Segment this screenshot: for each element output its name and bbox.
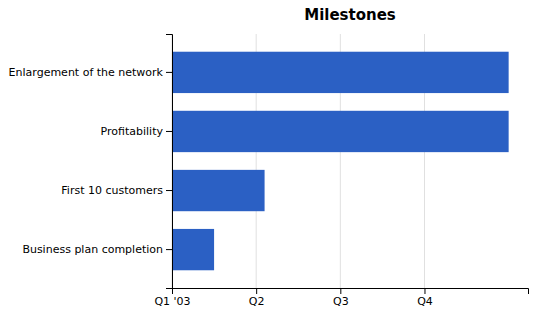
axis-line bbox=[166, 35, 173, 289]
x-axis: Q1 '03 Q2 Q3 Q4 bbox=[154, 288, 528, 308]
title: Milestones bbox=[304, 6, 396, 24]
tick-label: Profitability bbox=[101, 125, 164, 138]
y-tick: Business plan completion bbox=[22, 243, 172, 256]
y-tick: First 10 customers bbox=[61, 184, 172, 197]
x-tick: Q4 bbox=[417, 288, 433, 308]
x-tick: Q2 bbox=[249, 288, 265, 308]
tick-label: Q1 '03 bbox=[154, 295, 190, 308]
bars bbox=[172, 52, 509, 271]
tick-label: Q4 bbox=[417, 295, 433, 308]
y-tick: Profitability bbox=[101, 125, 172, 138]
tick-mark bbox=[166, 249, 172, 250]
tick-label: Q2 bbox=[249, 295, 265, 308]
tick-mark bbox=[166, 72, 172, 73]
bar bbox=[172, 170, 265, 211]
tick-mark bbox=[424, 288, 425, 294]
bar bbox=[172, 229, 214, 270]
y-axis: Business plan completion First 10 custome… bbox=[9, 35, 173, 289]
tick-label: Business plan completion bbox=[22, 243, 163, 256]
tick-mark bbox=[256, 288, 257, 294]
tick-mark bbox=[166, 131, 172, 132]
axis-line bbox=[173, 289, 529, 295]
y-tick: Enlargement of the network bbox=[9, 66, 172, 79]
chart: Milestones Q1 '03 Q2 Q3 Q4 Business plan comp… bbox=[0, 0, 550, 318]
tick-mark bbox=[340, 288, 341, 294]
tick-label: Enlargement of the network bbox=[9, 66, 164, 79]
bar bbox=[172, 52, 509, 93]
tick-label: First 10 customers bbox=[61, 184, 163, 197]
x-tick: Q1 '03 bbox=[154, 288, 190, 308]
plot: Q1 '03 Q2 Q3 Q4 Business plan completion Firs… bbox=[9, 34, 529, 308]
tick-label: Q3 bbox=[333, 295, 349, 308]
x-tick: Q3 bbox=[333, 288, 349, 308]
tick-mark bbox=[166, 190, 172, 191]
bar bbox=[172, 111, 509, 152]
